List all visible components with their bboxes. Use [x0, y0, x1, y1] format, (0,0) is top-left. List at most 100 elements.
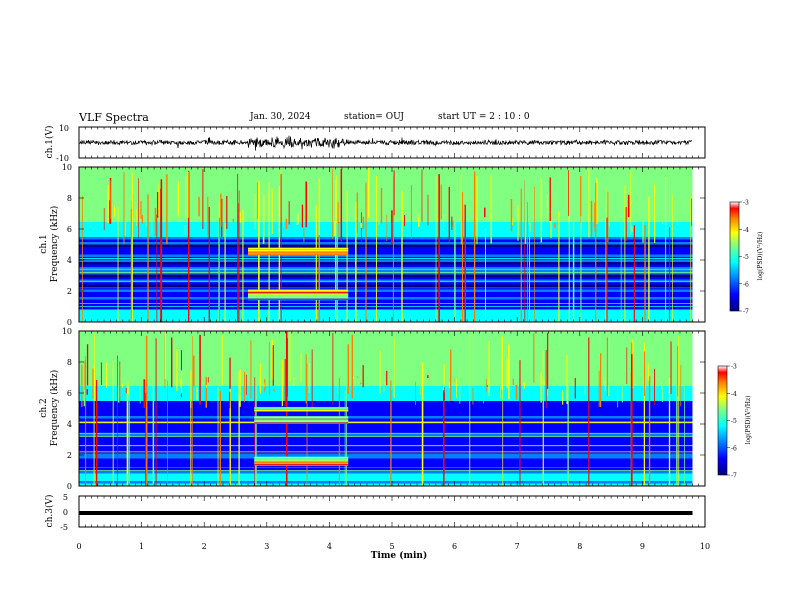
spec-row	[79, 343, 693, 347]
spec-row	[79, 239, 693, 243]
plot-title: VLF Spectra	[79, 111, 149, 124]
spec-row	[79, 373, 693, 377]
x-tick-label-2: 2	[202, 542, 207, 551]
spec-row	[79, 413, 693, 417]
spec-row	[79, 341, 693, 344]
ch1-spec-ylabel-freq: Frequency (kHz)	[49, 206, 60, 283]
x-axis-tick-labels: 0 1 2 3 4 5 6 7 8 9 10	[76, 542, 710, 551]
spec-row	[79, 172, 693, 175]
start-ut-label: start UT = 2 : 10 : 0	[438, 112, 530, 122]
spec-row	[79, 287, 693, 290]
ch2-colorbar-label: log(PSD)(V²/Hz)	[745, 396, 752, 445]
spec-row	[79, 177, 693, 180]
ch1-spectrogram-ytick-labels: 0 2 4 6 8 10	[62, 163, 705, 327]
spec-row	[79, 458, 693, 462]
spec-ytick-label-2: 2	[67, 451, 72, 460]
spec-row	[79, 269, 693, 273]
colorbar-tick-label--3: -3	[731, 364, 737, 371]
spec-row	[79, 361, 693, 364]
spec-row	[79, 192, 693, 195]
spec-ytick-label-8: 8	[67, 194, 72, 203]
spec-row	[79, 262, 693, 265]
spec-emission-band	[248, 247, 349, 256]
spec-row	[79, 453, 693, 457]
spec-row	[79, 187, 693, 190]
spec-row	[79, 214, 693, 218]
spec-row	[79, 289, 693, 293]
spec-row	[79, 368, 693, 372]
ch3-x-ticks	[78, 496, 706, 527]
spec-row	[79, 398, 693, 402]
ch1-spec-ylabel-channel: ch.1	[39, 234, 49, 253]
ch2-spectrogram-ticks	[78, 331, 706, 486]
spec-row	[79, 351, 693, 354]
spec-row	[79, 358, 693, 362]
spec-row	[79, 232, 693, 235]
colorbar-tick-label--3: -3	[743, 200, 749, 207]
spec-row	[79, 381, 693, 384]
spec-row	[79, 386, 693, 389]
spec-row	[79, 366, 693, 369]
spec-row	[79, 478, 693, 482]
spec-row	[79, 376, 693, 379]
x-tick-label-6: 6	[452, 542, 457, 551]
spec-row	[79, 304, 693, 308]
spec-row	[79, 284, 693, 288]
ch1-ylabel: ch.1(V)	[44, 126, 55, 159]
spec-row	[79, 371, 693, 374]
spec-row	[79, 451, 693, 454]
x-tick-label-4: 4	[327, 542, 332, 551]
ch1-waveform-trace	[78, 135, 693, 151]
spec-ytick-label-4: 4	[67, 420, 72, 429]
spec-row	[79, 184, 693, 188]
spec-row	[79, 426, 693, 429]
spec-row	[79, 199, 693, 203]
spec-ytick-label-6: 6	[67, 225, 72, 234]
x-tick-label-3: 3	[264, 542, 269, 551]
spec-row	[79, 197, 693, 200]
spec-row	[79, 174, 693, 178]
x-tick-label-8: 8	[577, 542, 582, 551]
spec-row	[79, 393, 693, 397]
spec-ytick-label-4: 4	[67, 256, 72, 265]
spec-ytick-label-0: 0	[67, 482, 72, 491]
colorbar-tick-label--4: -4	[731, 391, 737, 398]
spec-row	[79, 242, 693, 245]
ch2-spectrogram-panel: 0 2 4 6 8 10 ch.2 Frequency (kHz)	[39, 327, 706, 491]
spec-row	[79, 423, 693, 427]
spec-row	[79, 428, 693, 432]
ch2-spectrogram-ytick-labels: 0 2 4 6 8 10	[62, 327, 705, 491]
spec-ytick-label-0: 0	[67, 318, 72, 327]
spec-row	[79, 436, 693, 439]
spec-row	[79, 237, 693, 240]
ch1-waveform-line	[78, 135, 693, 151]
spec-row	[79, 416, 693, 419]
ch3-ytick-mid: 0	[63, 508, 68, 517]
ch3-ytick-top: 5	[63, 493, 68, 502]
spec-empty-strip	[692, 331, 705, 486]
ch1-ytick-top: 10	[59, 124, 69, 133]
spec-row	[79, 204, 693, 208]
ch1-x-ticks	[78, 127, 706, 158]
spec-row	[79, 353, 693, 357]
spec-row	[79, 264, 693, 268]
spec-row	[79, 182, 693, 185]
x-tick-label-5: 5	[389, 542, 394, 551]
spec-row	[79, 448, 693, 452]
spec-ytick-label-2: 2	[67, 287, 72, 296]
spec-row	[79, 446, 693, 449]
ch1-colorbar: -3 -4 -5 -6 -7 log(PSD)(V²/Hz)	[729, 200, 764, 316]
spec-empty-strip	[692, 167, 705, 322]
spec-row	[79, 299, 693, 303]
spec-row	[79, 194, 693, 198]
colorbar-tick-label--5: -5	[743, 254, 749, 261]
spec-row	[79, 292, 693, 295]
spec-row	[79, 403, 693, 407]
ch3-ylabel: ch.3(V)	[44, 495, 55, 528]
spec-row	[79, 338, 693, 342]
ch2-spec-ylabel-freq: Frequency (kHz)	[49, 370, 60, 447]
spec-row	[79, 179, 693, 183]
spec-row	[79, 249, 693, 253]
x-axis-label: Time (min)	[371, 550, 428, 561]
ch1-spectrogram-panel: 0 2 4 6 8 10 ch.1 Frequency (kHz)	[39, 163, 706, 327]
